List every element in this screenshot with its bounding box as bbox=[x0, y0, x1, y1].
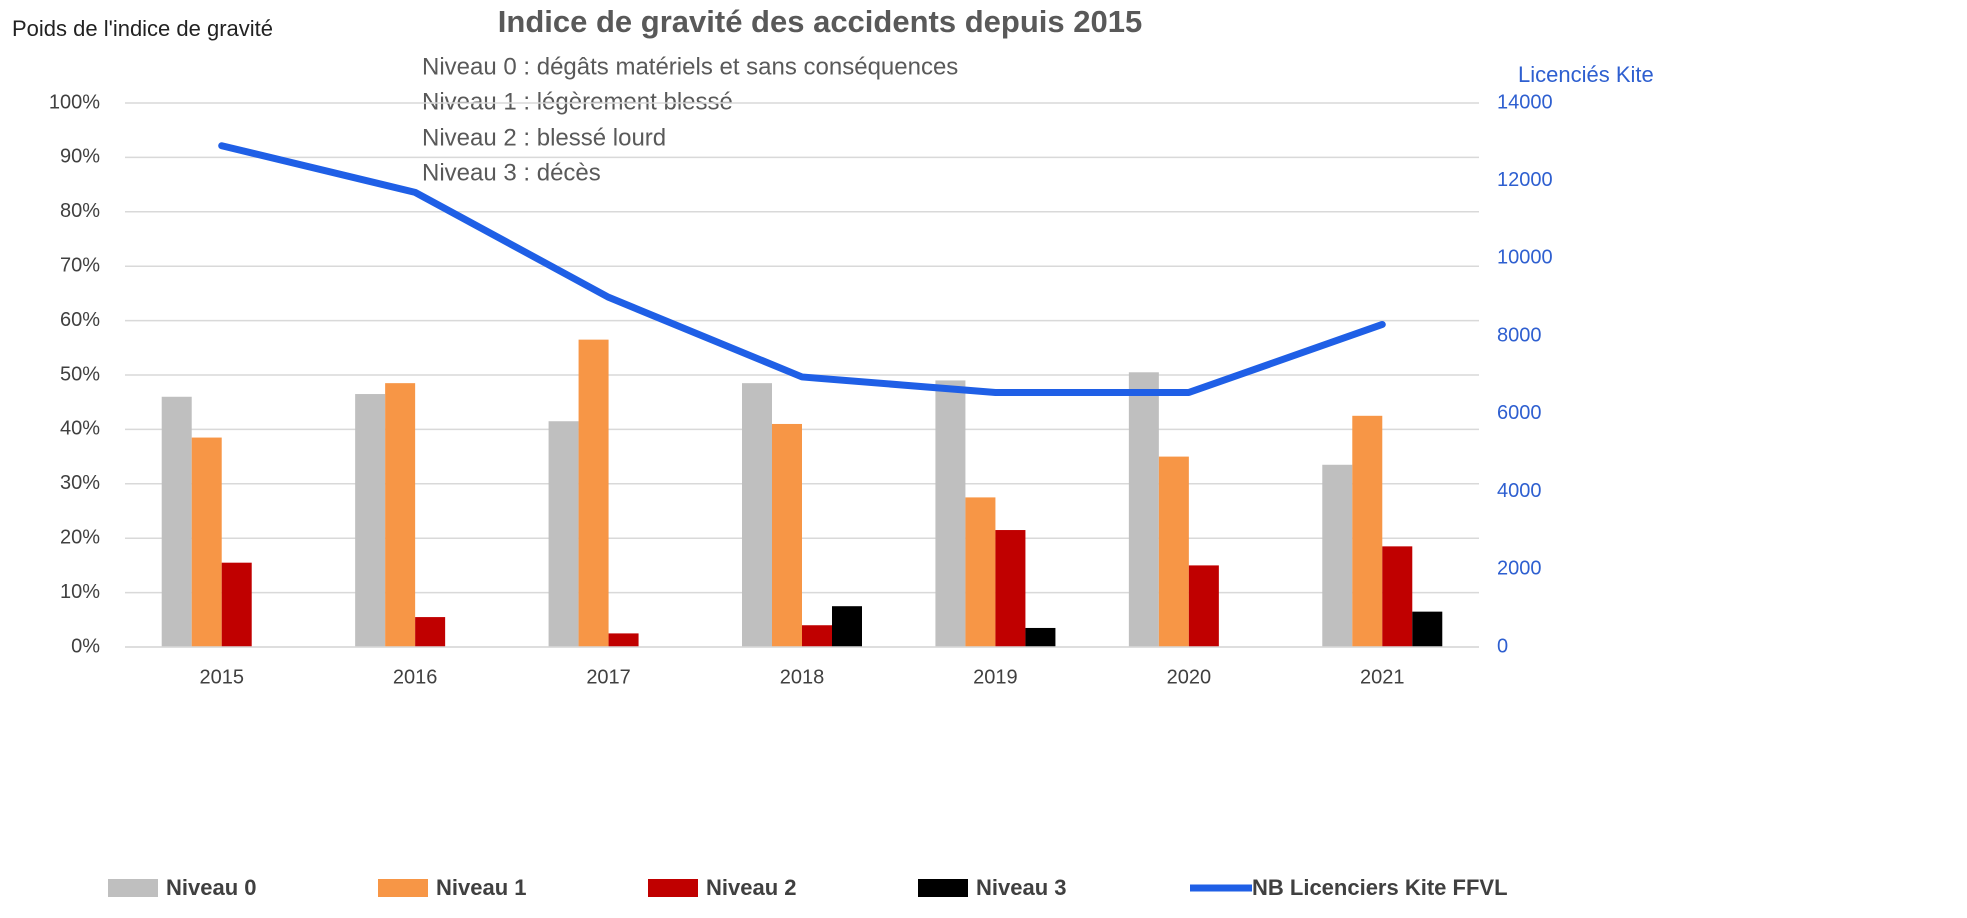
annotation: Niveau 0 : dégâts matériels et sans cons… bbox=[422, 53, 958, 80]
bar bbox=[832, 606, 862, 647]
bar bbox=[385, 383, 416, 647]
annotation: Niveau 3 : décès bbox=[422, 159, 601, 186]
y2-tick-label: 12000 bbox=[1497, 169, 1553, 191]
legend-label: Niveau 2 bbox=[706, 875, 797, 900]
y-tick-label: 90% bbox=[60, 146, 100, 168]
x-tick-label: 2016 bbox=[393, 666, 438, 688]
annotation: Niveau 1 : légèrement blessé bbox=[422, 88, 733, 115]
y2-tick-label: 2000 bbox=[1497, 558, 1542, 580]
bar bbox=[578, 339, 609, 647]
x-tick-label: 2021 bbox=[1360, 666, 1405, 688]
bar bbox=[1322, 464, 1353, 647]
legend-swatch bbox=[378, 879, 428, 897]
x-tick-label: 2018 bbox=[780, 666, 825, 688]
bar bbox=[355, 394, 386, 647]
y2-tick-label: 0 bbox=[1497, 635, 1508, 657]
y2-tick-label: 8000 bbox=[1497, 324, 1542, 346]
legend-label: NB Licenciers Kite FFVL bbox=[1252, 875, 1508, 900]
y2-tick-label: 4000 bbox=[1497, 480, 1542, 502]
bar bbox=[1382, 546, 1413, 647]
bar bbox=[802, 625, 832, 647]
annotation: Niveau 2 : blessé lourd bbox=[422, 124, 666, 151]
bar bbox=[415, 617, 446, 647]
bar bbox=[772, 423, 802, 647]
y-tick-label: 100% bbox=[49, 91, 100, 113]
bar bbox=[1128, 372, 1159, 647]
line bbox=[218, 142, 1386, 396]
bar bbox=[1352, 415, 1383, 647]
y2-tick-label: 14000 bbox=[1497, 91, 1553, 113]
bar bbox=[221, 562, 252, 647]
bar bbox=[1412, 611, 1443, 647]
legend-swatch bbox=[108, 879, 158, 897]
y-tick-label: 60% bbox=[60, 309, 100, 331]
legend-swatch bbox=[918, 879, 968, 897]
bar bbox=[1158, 456, 1189, 647]
y-axis-label: Poids de l'indice de gravité bbox=[12, 16, 273, 41]
legend-swatch bbox=[648, 879, 698, 897]
y-tick-label: 30% bbox=[60, 472, 100, 494]
legend-label: Niveau 1 bbox=[436, 875, 527, 900]
y-tick-label: 40% bbox=[60, 418, 100, 440]
bar bbox=[995, 530, 1026, 647]
y-tick-label: 50% bbox=[60, 363, 100, 385]
y-tick-label: 10% bbox=[60, 581, 100, 603]
bar bbox=[161, 396, 192, 647]
bar bbox=[965, 497, 996, 647]
x-tick-label: 2020 bbox=[1167, 666, 1212, 688]
y-tick-label: 20% bbox=[60, 526, 100, 548]
chart-title: Indice de gravité des accidents depuis 2… bbox=[498, 4, 1142, 39]
x-tick-label: 2017 bbox=[586, 666, 631, 688]
legend-label: Niveau 0 bbox=[166, 875, 257, 900]
bar bbox=[935, 380, 966, 647]
bar bbox=[608, 633, 639, 647]
y-tick-label: 0% bbox=[71, 635, 100, 657]
y2-axis-label: Licenciés Kite bbox=[1518, 62, 1654, 87]
x-tick-label: 2015 bbox=[199, 666, 244, 688]
bar bbox=[742, 383, 772, 647]
bar bbox=[548, 421, 579, 647]
bar bbox=[1188, 565, 1219, 647]
legend-label: Niveau 3 bbox=[976, 875, 1067, 900]
y-tick-label: 70% bbox=[60, 254, 100, 276]
bar bbox=[1025, 627, 1056, 647]
y-tick-label: 80% bbox=[60, 200, 100, 222]
bar bbox=[191, 437, 222, 647]
x-tick-label: 2019 bbox=[973, 666, 1018, 688]
y2-tick-label: 6000 bbox=[1497, 402, 1542, 424]
y2-tick-label: 10000 bbox=[1497, 247, 1553, 269]
